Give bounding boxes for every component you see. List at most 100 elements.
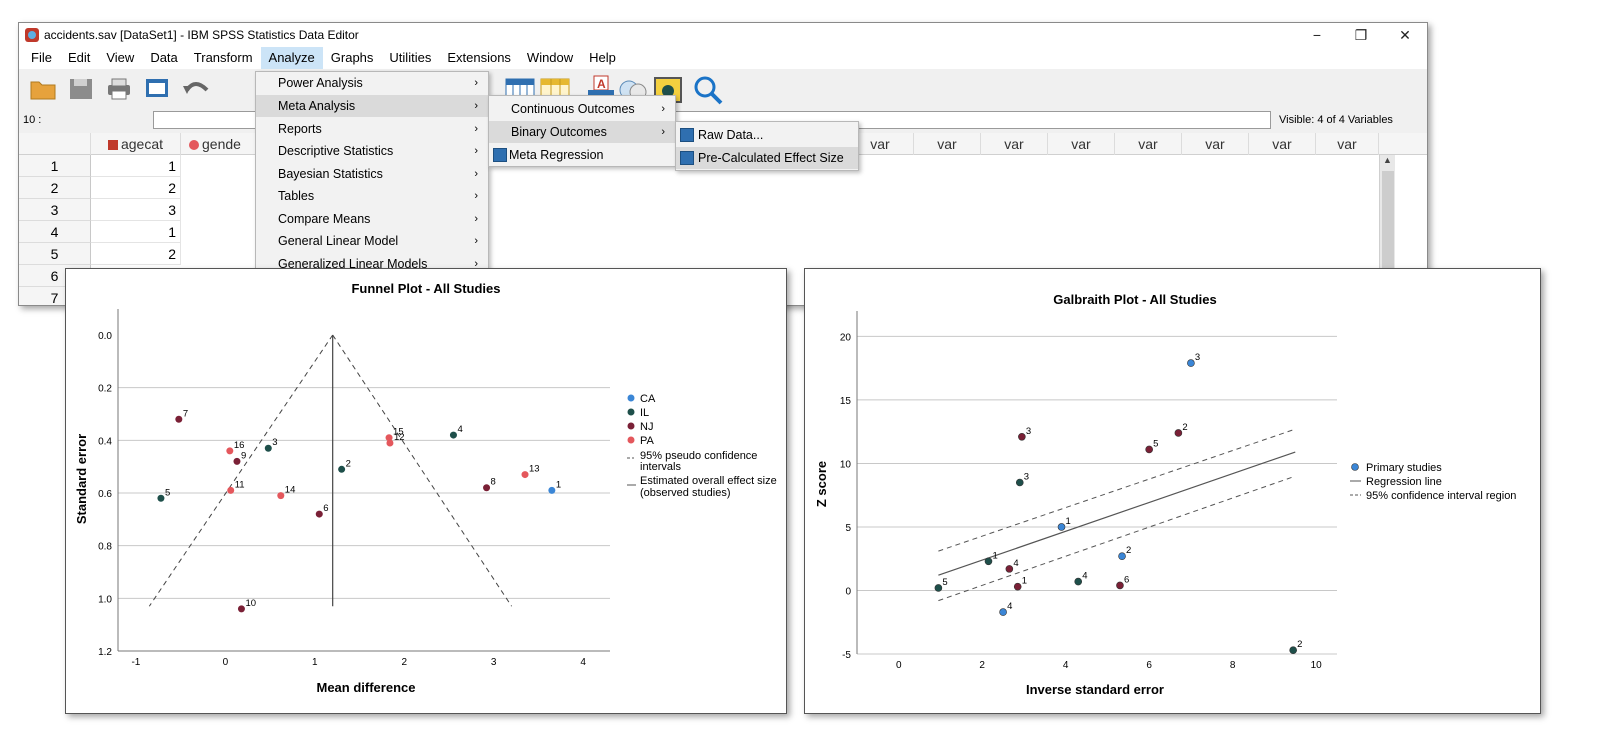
menu-item-generalized-linear-models[interactable]: Generalized Linear Models › bbox=[256, 253, 488, 275]
column-header-gender[interactable]: gende bbox=[181, 133, 261, 155]
menu-item-reports[interactable]: Reports › bbox=[256, 118, 488, 140]
save-icon[interactable] bbox=[67, 76, 95, 102]
table-cell[interactable]: 2 bbox=[91, 177, 181, 199]
row-number[interactable]: 4 bbox=[19, 221, 91, 243]
visible-variables-count: Visible: 4 of 4 Variables bbox=[1279, 114, 1393, 126]
legend-entry: IL bbox=[640, 407, 649, 419]
menu-item-continuous-outcomes[interactable]: Continuous Outcomes › bbox=[489, 98, 675, 120]
study-point bbox=[264, 444, 272, 452]
point-label: 2 bbox=[346, 458, 351, 469]
menu-item-power-analysis[interactable]: Power Analysis › bbox=[256, 72, 488, 94]
column-header-var[interactable]: var bbox=[1316, 133, 1379, 155]
restore-button[interactable]: ❐ bbox=[1354, 26, 1368, 43]
cell-reference: 10 : bbox=[23, 114, 42, 126]
menu-item-meta-regression[interactable]: Meta Regression bbox=[489, 144, 675, 166]
column-header-var[interactable]: var bbox=[1182, 133, 1249, 155]
point-label: 3 bbox=[1026, 426, 1031, 437]
menu-data[interactable]: Data bbox=[150, 50, 178, 65]
column-header-agecat[interactable]: agecat bbox=[91, 133, 181, 155]
window-title: accidents.sav [DataSet1] - IBM SPSS Stat… bbox=[44, 28, 359, 42]
row-number[interactable]: 1 bbox=[19, 155, 91, 177]
lower-confidence-line bbox=[148, 334, 334, 607]
column-header-var[interactable]: var bbox=[981, 133, 1048, 155]
menu-help[interactable]: Help bbox=[589, 50, 616, 65]
menu-analyze[interactable]: Analyze bbox=[260, 47, 323, 69]
menu-item-label: Continuous Outcomes bbox=[511, 102, 635, 116]
menu-edit[interactable]: Edit bbox=[67, 50, 91, 65]
point-label: 2 bbox=[1182, 422, 1187, 433]
point-label: 10 bbox=[245, 598, 256, 609]
study-point bbox=[1116, 581, 1124, 590]
print-icon[interactable] bbox=[105, 76, 133, 102]
menu-item-compare-means[interactable]: Compare Means › bbox=[256, 208, 488, 230]
open-folder-icon[interactable] bbox=[29, 76, 57, 102]
y-tick-label: 5 bbox=[845, 523, 851, 534]
menu-window[interactable]: Window bbox=[526, 50, 574, 65]
table-cell[interactable]: 1 bbox=[91, 155, 181, 177]
point-label: 16 bbox=[234, 440, 245, 451]
point-label: 3 bbox=[1024, 472, 1029, 483]
chevron-right-icon: › bbox=[474, 190, 478, 202]
recall-dialog-icon[interactable] bbox=[143, 76, 171, 102]
study-point bbox=[548, 486, 556, 494]
point-label: 4 bbox=[457, 424, 462, 435]
point-label: 9 bbox=[241, 450, 246, 461]
point-label: 6 bbox=[323, 503, 328, 514]
toolbar: A bbox=[19, 69, 1427, 109]
undo-icon[interactable] bbox=[181, 76, 209, 102]
menu-item-binary-outcomes[interactable]: Binary Outcomes › bbox=[489, 121, 675, 143]
column-header-agecat-label: agecat bbox=[120, 136, 164, 152]
point-label: 4 bbox=[1007, 601, 1012, 612]
column-header-var[interactable]: var bbox=[847, 133, 914, 155]
column-header-var[interactable]: var bbox=[1048, 133, 1115, 155]
study-point bbox=[1013, 582, 1022, 591]
menu-utilities[interactable]: Utilities bbox=[389, 50, 432, 65]
chevron-right-icon: › bbox=[474, 168, 478, 180]
table-cell[interactable]: 3 bbox=[91, 199, 181, 221]
lower-confidence-line bbox=[938, 475, 1296, 602]
x-tick-label: 8 bbox=[1230, 660, 1236, 671]
menu-item-tables[interactable]: Tables › bbox=[256, 185, 488, 207]
study-point bbox=[233, 457, 241, 465]
x-tick-label: 6 bbox=[1146, 660, 1152, 671]
x-axis-label: Mean difference bbox=[317, 680, 416, 695]
point-label: 12 bbox=[394, 432, 405, 443]
scroll-up-icon[interactable]: ▲ bbox=[1383, 155, 1392, 165]
legend-entry: Primary studies bbox=[1366, 462, 1442, 474]
row-number[interactable]: 2 bbox=[19, 177, 91, 199]
menu-item-pre-calculated-effect-size[interactable]: Pre-Calculated Effect Size bbox=[676, 147, 858, 169]
chart-legend: CA IL NJ PA 95% pseudo confidence interv… bbox=[627, 393, 777, 499]
study-point bbox=[315, 510, 323, 518]
menu-item-meta-analysis[interactable]: Meta Analysis › bbox=[256, 95, 488, 117]
column-header-var[interactable]: var bbox=[1249, 133, 1316, 155]
menu-item-label: Raw Data... bbox=[698, 128, 764, 142]
menu-extensions[interactable]: Extensions bbox=[447, 50, 511, 65]
column-header-var[interactable]: var bbox=[914, 133, 981, 155]
column-header-var[interactable]: var bbox=[1115, 133, 1182, 155]
menu-file[interactable]: File bbox=[31, 50, 52, 65]
close-button[interactable]: ✕ bbox=[1399, 26, 1411, 43]
menu-transform[interactable]: Transform bbox=[193, 50, 253, 65]
menu-item-raw-data[interactable]: Raw Data... bbox=[676, 124, 858, 146]
menu-item-bayesian-statistics[interactable]: Bayesian Statistics › bbox=[256, 163, 488, 185]
menu-graphs[interactable]: Graphs bbox=[330, 50, 374, 65]
analyze-menu: Power Analysis › Meta Analysis › Reports › … bbox=[255, 71, 489, 305]
menu-item-descriptive-statistics[interactable]: Descriptive Statistics › bbox=[256, 140, 488, 162]
study-point bbox=[521, 471, 529, 479]
table-cell[interactable]: 1 bbox=[91, 221, 181, 243]
study-point bbox=[1005, 565, 1014, 573]
point-label: 4 bbox=[1082, 571, 1087, 582]
menu-item-general-linear-model[interactable]: General Linear Model › bbox=[256, 230, 488, 252]
y-tick-label: 0.6 bbox=[98, 489, 112, 500]
table-cell[interactable]: 2 bbox=[91, 243, 181, 265]
y-axis-label: Standard error bbox=[74, 434, 89, 524]
minimize-button[interactable]: − bbox=[1312, 27, 1322, 43]
study-point bbox=[237, 605, 245, 613]
menu-view[interactable]: View bbox=[106, 50, 135, 65]
menu-item-label: General Linear Model bbox=[278, 234, 399, 248]
legend-entry: Regression line bbox=[1366, 476, 1442, 488]
legend-entry: 95% confidence interval region bbox=[1366, 490, 1516, 502]
search-icon[interactable] bbox=[693, 75, 725, 105]
row-number[interactable]: 5 bbox=[19, 243, 91, 265]
row-number[interactable]: 3 bbox=[19, 199, 91, 221]
